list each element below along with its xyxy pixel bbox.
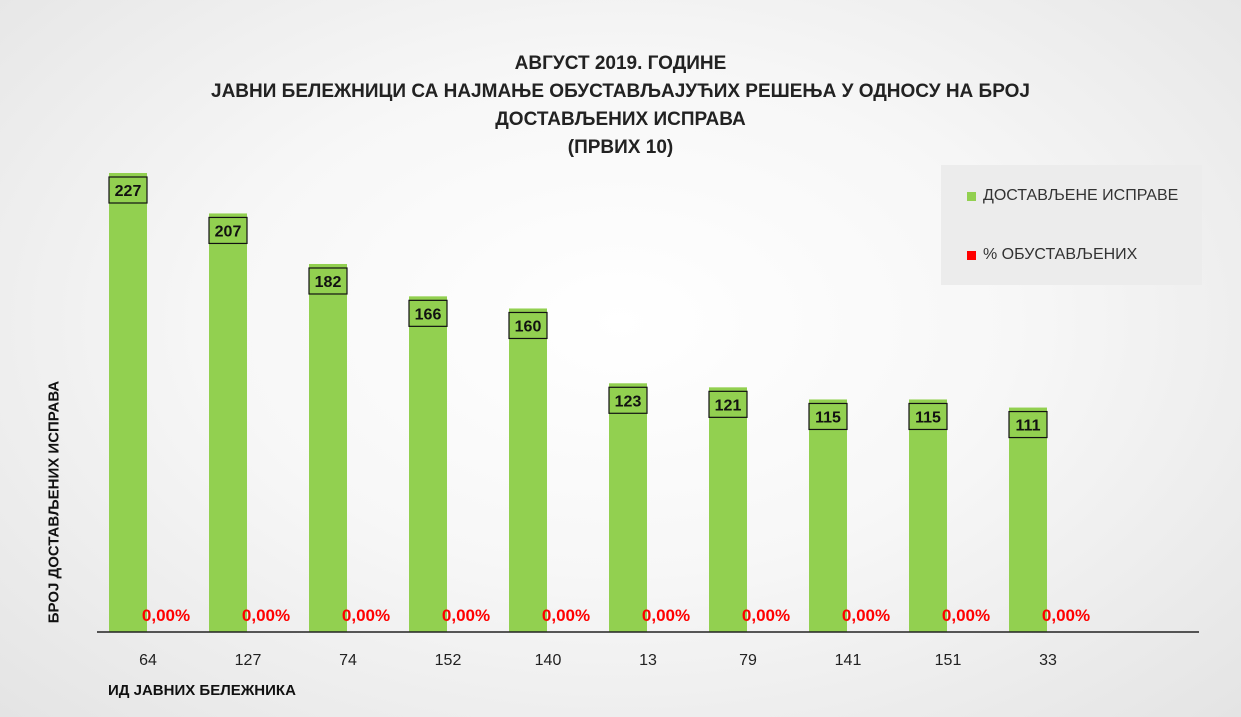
legend-label-delivered: ДОСТАВЉЕНЕ ИСПРАВЕ — [983, 187, 1179, 204]
bar-value-label-151: 115 — [915, 409, 941, 426]
percent-label-141: 0,00% — [842, 606, 890, 625]
x-tick-label-64: 64 — [139, 652, 157, 669]
x-tick-label-140: 140 — [535, 652, 562, 669]
y-axis-label: БРОЈ ДОСТАВЉЕНИХ ИСПРАВА — [45, 380, 63, 624]
bar-value-label-64: 227 — [115, 183, 142, 200]
x-axis-label: ИД ЈАВНИХ БЕЛЕЖНИКА — [108, 682, 296, 699]
percent-label-140: 0,00% — [542, 606, 590, 625]
title-line-3: ДОСТАВЉЕНИХ ИСПРАВА — [495, 109, 746, 130]
legend-item-delivered: ДОСТАВЉЕНЕ ИСПРАВЕ — [967, 186, 1178, 206]
bar-141 — [809, 399, 847, 632]
bar-152 — [409, 296, 447, 632]
x-tick-label-141: 141 — [835, 652, 862, 669]
percent-label-64: 0,00% — [142, 606, 190, 625]
percent-label-127: 0,00% — [242, 606, 290, 625]
bar-value-label-33: 111 — [1016, 418, 1041, 435]
bar-value-label-152: 166 — [415, 306, 442, 323]
percent-label-13: 0,00% — [642, 606, 690, 625]
bar-151 — [909, 399, 947, 632]
bar-value-label-140: 160 — [515, 318, 542, 335]
legend-label-suspended: % ОБУСТАВЉЕНИХ — [983, 246, 1138, 263]
bar-127 — [209, 213, 247, 632]
bar-value-box-13 — [608, 386, 648, 414]
percent-label-152: 0,00% — [442, 606, 490, 625]
bar-value-label-74: 182 — [315, 274, 342, 291]
bar-value-box-140 — [508, 311, 548, 340]
bar-value-box-141 — [808, 402, 848, 431]
bar-79 — [709, 387, 747, 632]
bar-13 — [609, 383, 647, 632]
bar-value-box-127 — [208, 216, 248, 245]
chart-title: АВГУСТ 2019. ГОДИНЕ ЈАВНИ БЕЛЕЖНИЦИ СА Н… — [0, 50, 1241, 162]
bar-value-box-79 — [708, 390, 748, 418]
legend: ДОСТАВЉЕНЕ ИСПРАВЕ % ОБУСТАВЉЕНИХ — [941, 165, 1202, 285]
bar-value-box-152 — [408, 299, 448, 327]
title-line-4: (ПРВИХ 10) — [567, 137, 674, 158]
title-line-2: ЈАВНИ БЕЛЕЖНИЦИ СА НАЈМАЊЕ ОБУСТАВЉАЈУЋИ… — [211, 81, 1030, 102]
bar-value-label-127: 207 — [215, 223, 242, 240]
bar-140 — [509, 308, 547, 632]
percent-label-33: 0,00% — [1042, 606, 1090, 625]
x-tick-label-152: 152 — [435, 652, 462, 669]
legend-swatch-delivered — [967, 191, 976, 201]
bar-value-box-64 — [108, 176, 148, 204]
percent-label-74: 0,00% — [342, 606, 390, 625]
bar-74 — [309, 263, 347, 632]
x-tick-label-33: 33 — [1039, 652, 1057, 669]
bar-value-box-33 — [1008, 410, 1048, 439]
bar-64 — [109, 173, 147, 632]
x-tick-label-151: 151 — [935, 652, 962, 669]
bar-33 — [1009, 407, 1047, 632]
bar-value-label-13: 123 — [615, 393, 642, 410]
bar-value-box-151 — [908, 402, 948, 431]
x-tick-label-79: 79 — [739, 652, 757, 669]
percent-label-79: 0,00% — [742, 606, 790, 625]
title-line-1: АВГУСТ 2019. ГОДИНЕ — [514, 53, 727, 74]
legend-swatch-suspended — [967, 250, 976, 260]
x-tick-label-74: 74 — [339, 652, 357, 669]
legend-item-suspended: % ОБУСТАВЉЕНИХ — [967, 245, 1137, 265]
x-tick-label-127: 127 — [235, 652, 262, 669]
percent-label-151: 0,00% — [942, 606, 990, 625]
bar-value-label-79: 121 — [715, 397, 742, 414]
bar-value-label-141: 115 — [815, 409, 841, 426]
bar-value-box-74 — [308, 267, 348, 295]
x-tick-label-13: 13 — [639, 652, 657, 669]
